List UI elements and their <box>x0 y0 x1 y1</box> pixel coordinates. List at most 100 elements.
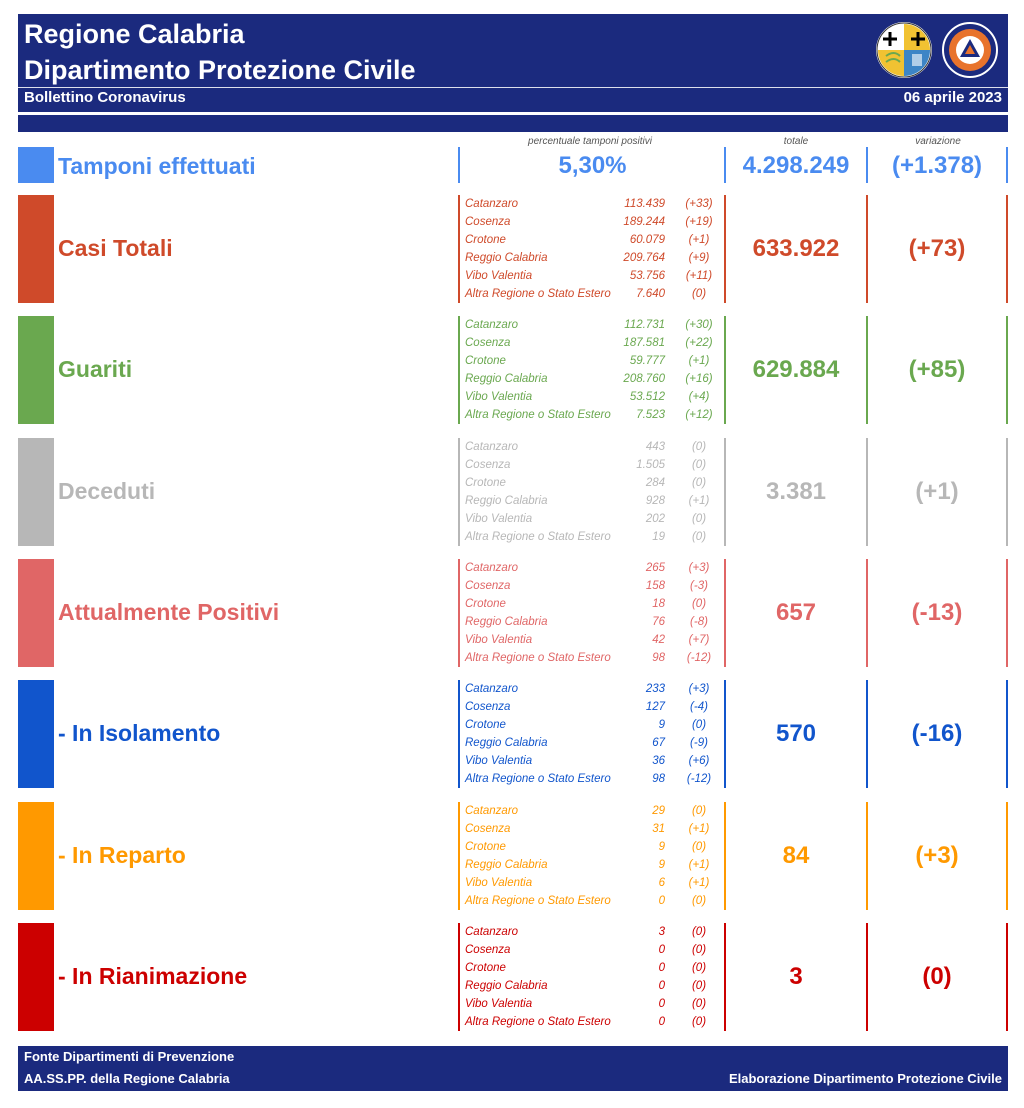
province-list: Catanzaro 113.439 (+33) Cosenza 189.244 (+19)… <box>465 195 719 303</box>
stat-section-row: - In Reparto Catanzaro 29 (0) Cosenza 31 (+1) C… <box>18 802 1008 910</box>
section-color-marker <box>18 802 54 910</box>
province-value: 3 <box>658 926 665 938</box>
province-row: Cosenza 0 (0) <box>465 941 719 959</box>
province-delta: (+22) <box>685 337 713 349</box>
province-value: 31 <box>652 823 665 835</box>
province-name: Crotone <box>465 234 506 246</box>
province-row: Catanzaro 443 (0) <box>465 438 719 456</box>
civil-protection-emblem-icon <box>949 29 991 71</box>
province-row: Reggio Calabria 928 (+1) <box>465 492 719 510</box>
province-row: Reggio Calabria 67 (-9) <box>465 734 719 752</box>
province-value: 265 <box>645 562 665 574</box>
province-name: Reggio Calabria <box>465 252 548 264</box>
province-row: Crotone 0 (0) <box>465 959 719 977</box>
section-divider <box>866 438 868 546</box>
province-delta: (+1) <box>688 823 710 835</box>
province-name: Altra Regione o Stato Estero <box>465 895 611 907</box>
tamponi-percent: 5,30% <box>558 152 627 179</box>
province-row: Reggio Calabria 9 (+1) <box>465 856 719 874</box>
province-value: 9 <box>658 859 665 871</box>
province-value: 0 <box>658 895 665 907</box>
province-row: Altra Regione o Stato Estero 98 (-12) <box>465 770 719 788</box>
province-delta: (-9) <box>690 737 708 749</box>
province-list: Catanzaro 3 (0) Cosenza 0 (0) Crotone 0 (0) Reggi… <box>465 923 719 1031</box>
province-name: Reggio Calabria <box>465 616 548 628</box>
province-delta: (0) <box>691 998 707 1010</box>
section-label: Guariti <box>58 356 133 382</box>
percent-column-header: percentuale tamponi positivi <box>528 136 652 147</box>
province-row: Reggio Calabria 209.764 (+9) <box>465 249 719 267</box>
province-value: 19 <box>652 531 665 543</box>
province-row: Altra Regione o Stato Estero 7.523 (+12) <box>465 406 719 424</box>
province-name: Catanzaro <box>465 926 519 938</box>
province-delta: (0) <box>691 962 707 974</box>
province-delta: (0) <box>691 459 707 471</box>
province-value: 233 <box>645 683 665 695</box>
province-value: 98 <box>652 773 665 785</box>
section-label: Deceduti <box>58 478 156 504</box>
section-divider <box>1006 559 1008 667</box>
tamponi-color-marker <box>18 147 54 183</box>
province-value: 7.640 <box>636 288 665 300</box>
province-delta: (+7) <box>688 634 710 646</box>
section-divider <box>1006 802 1008 910</box>
province-delta: (0) <box>691 805 707 817</box>
province-row: Altra Regione o Stato Estero 0 (0) <box>465 892 719 910</box>
header-divider <box>18 87 1008 88</box>
province-delta: (+6) <box>688 755 710 767</box>
province-name: Vibo Valentia <box>465 755 533 767</box>
section-divider <box>458 316 460 424</box>
section-divider <box>458 923 460 1031</box>
province-value: 1.505 <box>636 459 665 471</box>
section-color-marker <box>18 923 54 1031</box>
bulletin-title: Bollettino Coronavirus <box>24 89 186 106</box>
province-name: Reggio Calabria <box>465 980 548 992</box>
province-row: Altra Regione o Stato Estero 98 (-12) <box>465 649 719 667</box>
section-divider <box>1006 923 1008 1031</box>
province-delta: (0) <box>691 441 707 453</box>
province-delta: (0) <box>691 719 707 731</box>
province-row: Vibo Valentia 202 (0) <box>465 510 719 528</box>
province-value: 18 <box>652 598 665 610</box>
province-value: 158 <box>645 580 665 592</box>
province-row: Cosenza 31 (+1) <box>465 820 719 838</box>
province-delta: (0) <box>691 477 707 489</box>
province-delta: (+11) <box>685 270 713 282</box>
province-name: Reggio Calabria <box>465 373 548 385</box>
section-divider <box>866 316 868 424</box>
province-row: Altra Regione o Stato Estero 19 (0) <box>465 528 719 546</box>
province-row: Reggio Calabria 0 (0) <box>465 977 719 995</box>
province-name: Altra Regione o Stato Estero <box>465 531 611 543</box>
tamponi-divider <box>458 147 460 183</box>
province-list: Catanzaro 443 (0) Cosenza 1.505 (0) Crotone 284… <box>465 438 719 546</box>
footer-source-line2: AA.SS.PP. della Regione Calabria <box>24 1071 230 1086</box>
province-delta: (0) <box>691 895 707 907</box>
province-value: 53.756 <box>629 270 665 282</box>
province-value: 6 <box>658 877 665 889</box>
province-name: Reggio Calabria <box>465 737 548 749</box>
province-row: Reggio Calabria 208.760 (+16) <box>465 370 719 388</box>
province-name: Vibo Valentia <box>465 513 533 525</box>
section-divider <box>724 802 726 910</box>
section-divider <box>724 923 726 1031</box>
header-band <box>18 115 1008 132</box>
tamponi-row: Tamponi effettuati 5,30% 4.298.249 (+1.3… <box>18 147 1008 183</box>
bulletin-date: 06 aprile 2023 <box>903 89 1002 106</box>
province-value: 60.079 <box>629 234 665 246</box>
province-value: 187.581 <box>623 337 665 349</box>
province-name: Catanzaro <box>465 562 519 574</box>
change-column-header: variazione <box>915 136 961 147</box>
province-delta: (-12) <box>686 773 712 785</box>
province-name: Altra Regione o Stato Estero <box>465 652 611 664</box>
province-value: 9 <box>658 841 665 853</box>
province-delta: (0) <box>691 841 707 853</box>
province-row: Cosenza 189.244 (+19) <box>465 213 719 231</box>
province-value: 127 <box>645 701 665 713</box>
province-value: 9 <box>658 719 665 731</box>
province-name: Catanzaro <box>465 198 519 210</box>
province-name: Catanzaro <box>465 319 519 331</box>
province-value: 928 <box>645 495 665 507</box>
province-value: 36 <box>652 755 665 767</box>
province-value: 0 <box>658 980 665 992</box>
province-name: Cosenza <box>465 459 511 471</box>
